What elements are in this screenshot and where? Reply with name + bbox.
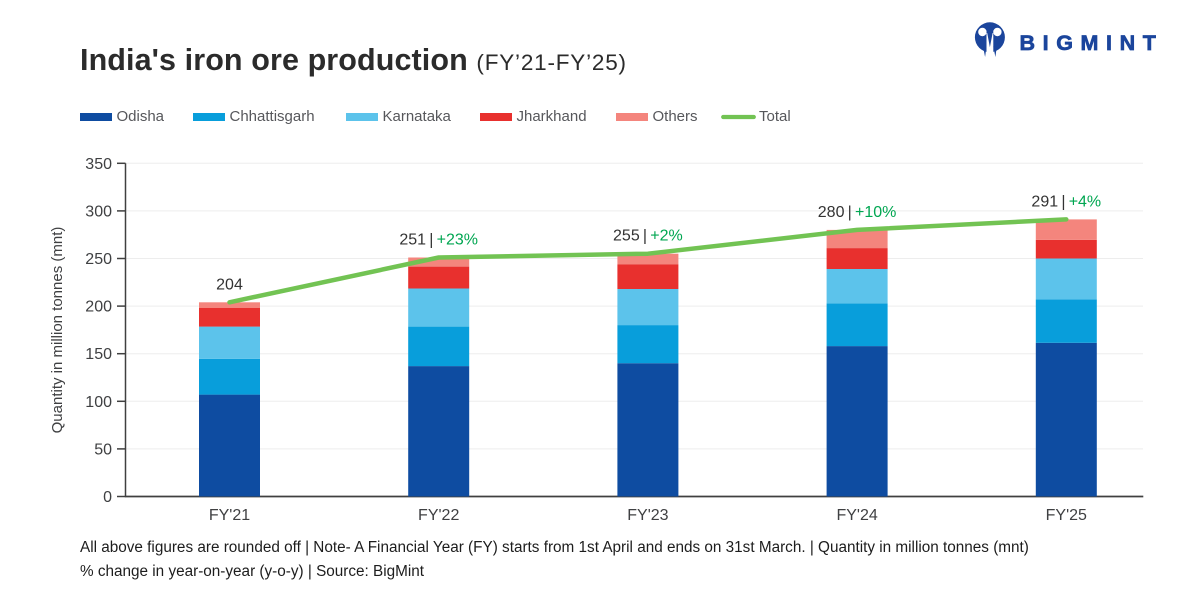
svg-text:250: 250 bbox=[85, 251, 112, 268]
svg-text:Quantity in million tonnes (mn: Quantity in million tonnes (mnt) bbox=[49, 227, 66, 434]
svg-text:291 | +4%: 291 | +4% bbox=[1031, 193, 1101, 210]
svg-text:FY'23: FY'23 bbox=[627, 507, 668, 524]
svg-text:204: 204 bbox=[216, 277, 243, 294]
svg-text:200: 200 bbox=[85, 299, 112, 316]
svg-text:255 | +2%: 255 | +2% bbox=[613, 228, 683, 245]
svg-text:FY'21: FY'21 bbox=[209, 507, 250, 524]
svg-text:BIGMINT: BIGMINT bbox=[1020, 31, 1164, 55]
svg-text:FY'22: FY'22 bbox=[418, 507, 459, 524]
svg-text:100: 100 bbox=[85, 394, 112, 411]
svg-text:350: 350 bbox=[85, 156, 112, 173]
svg-text:150: 150 bbox=[85, 346, 112, 363]
svg-text:FY'25: FY'25 bbox=[1046, 507, 1087, 524]
svg-text:FY'24: FY'24 bbox=[836, 507, 877, 524]
svg-text:251 | +23%: 251 | +23% bbox=[399, 232, 478, 249]
svg-text:300: 300 bbox=[85, 203, 112, 220]
svg-text:280 | +10%: 280 | +10% bbox=[818, 204, 897, 221]
svg-text:50: 50 bbox=[94, 441, 112, 458]
svg-text:0: 0 bbox=[103, 489, 112, 506]
